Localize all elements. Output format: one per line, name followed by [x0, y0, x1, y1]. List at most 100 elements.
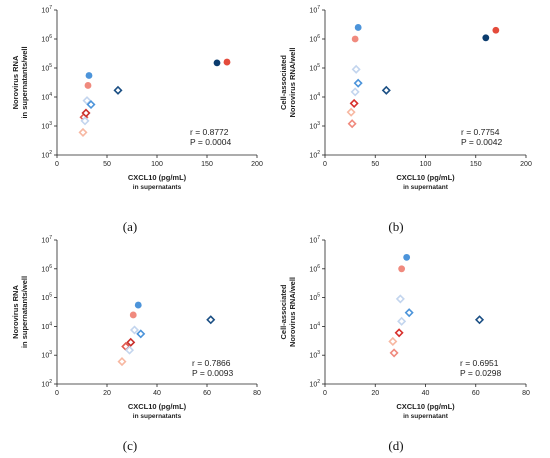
- data-point-diamond: [346, 107, 356, 117]
- y-tick-label: 105: [41, 293, 52, 303]
- data-point-diamond: [350, 87, 360, 97]
- data-point-circle: [223, 58, 231, 66]
- data-point-diamond: [349, 98, 359, 108]
- x-tick-label: 0: [323, 390, 327, 397]
- y-tick-label: 105: [309, 293, 320, 303]
- y-axis-label: Norovirus RNA: [11, 55, 20, 109]
- data-point-diamond: [126, 337, 136, 347]
- data-point-diamond: [395, 294, 405, 304]
- panel-c: 102 103 104 105 106 107 0 20 40 60 80 Norovirus RNA…: [11, 235, 261, 453]
- y-tick-label: 105: [41, 63, 52, 73]
- x-tick-label: 200: [251, 161, 263, 168]
- y-axis-label: Cell-associated: [279, 55, 288, 110]
- data-point-circle: [492, 26, 500, 34]
- stat-p: P = 0.0042: [461, 137, 502, 147]
- y-tick-label: 103: [41, 350, 52, 360]
- x-axis-label: CXCL10 (pg/mL): [396, 402, 455, 411]
- y-tick-label: 103: [309, 121, 320, 131]
- data-point-diamond: [129, 325, 140, 335]
- y-axis-label: in supernatants/well: [20, 276, 29, 348]
- x-axis-sublabel: in supernatants: [133, 184, 182, 191]
- x-tick-label: 150: [470, 161, 482, 168]
- data-point-circle: [403, 253, 411, 261]
- stat-p: P = 0.0004: [190, 137, 231, 147]
- x-axis-sublabel: in supernatant: [403, 184, 449, 191]
- stat-r: r = 0.8772: [190, 127, 229, 137]
- data-point-diamond: [113, 85, 123, 95]
- y-tick-label: 104: [41, 92, 52, 102]
- y-tick-label: 102: [41, 379, 52, 389]
- x-tick-label: 60: [472, 390, 480, 397]
- x-axis-label: CXCL10 (pg/mL): [396, 173, 455, 182]
- data-point-diamond: [80, 116, 90, 126]
- x-tick-label: 50: [371, 161, 379, 168]
- data-point-diamond: [351, 64, 361, 74]
- y-tick-label: 104: [309, 92, 320, 102]
- x-tick-label: 0: [55, 390, 59, 397]
- y-tick-label: 106: [309, 264, 320, 274]
- data-point-diamond: [347, 119, 357, 129]
- stat-p: P = 0.0298: [460, 368, 501, 378]
- panel-d: 102 103 104 105 106 107 0 20 40 60 80 Cell-associat…: [279, 235, 530, 453]
- stat-r: r = 0.7754: [461, 127, 500, 137]
- y-axis-label: Norovirus RNA/well: [288, 47, 297, 117]
- data-point-diamond: [353, 78, 363, 88]
- data-point-circle: [85, 72, 93, 79]
- data-point-circle: [134, 301, 142, 309]
- y-tick-label: 102: [309, 150, 320, 160]
- data-point-circle: [482, 34, 490, 42]
- panel-label: (b): [388, 219, 403, 234]
- data-point-diamond: [117, 357, 127, 367]
- y-axis-label: in supernatants/well: [20, 46, 29, 118]
- data-point-diamond: [381, 85, 391, 95]
- x-tick-label: 200: [520, 161, 532, 168]
- y-tick-label: 102: [41, 150, 52, 160]
- x-axis-label: CXCL10 (pg/mL): [128, 173, 187, 182]
- panel-label: (a): [123, 219, 137, 234]
- y-tick-label: 102: [309, 379, 320, 389]
- data-point-circle: [354, 24, 362, 31]
- y-tick-label: 104: [309, 321, 320, 331]
- data-point-circle: [213, 59, 221, 67]
- data-point-diamond: [206, 315, 216, 325]
- data-point-diamond: [388, 336, 398, 346]
- y-tick-label: 103: [309, 350, 320, 360]
- data-point-diamond: [86, 99, 96, 110]
- x-axis-sublabel: in supernatant: [403, 413, 449, 420]
- x-axis-label: CXCL10 (pg/mL): [128, 402, 187, 411]
- data-point-circle: [129, 311, 137, 319]
- panel-label: (c): [123, 438, 137, 453]
- y-axis-label: Norovirus RNA: [11, 285, 20, 339]
- data-point-diamond: [394, 328, 404, 338]
- data-point-diamond: [78, 127, 88, 137]
- x-tick-label: 100: [420, 161, 432, 168]
- y-tick-label: 106: [309, 34, 320, 44]
- y-axis-label: Cell-associated: [279, 284, 288, 339]
- x-tick-label: 20: [371, 390, 379, 397]
- panel-b: 102 103 104 105 106 107 0 50 100 150 200 Cell-assoc…: [279, 5, 532, 234]
- y-tick-label: 107: [41, 235, 52, 245]
- panel-label: (d): [388, 438, 403, 453]
- y-tick-label: 105: [309, 63, 320, 73]
- y-tick-label: 107: [309, 235, 320, 245]
- x-tick-label: 60: [203, 390, 211, 397]
- x-tick-label: 0: [55, 161, 59, 168]
- x-tick-label: 50: [103, 161, 111, 168]
- x-axis-sublabel: in supernatants: [133, 413, 182, 420]
- x-tick-label: 150: [201, 161, 213, 168]
- x-tick-label: 20: [103, 390, 111, 397]
- x-tick-label: 0: [323, 161, 327, 168]
- y-tick-label: 106: [41, 34, 52, 44]
- x-tick-label: 100: [151, 161, 163, 168]
- data-point-diamond: [136, 329, 146, 339]
- data-point-diamond: [474, 315, 485, 325]
- y-tick-label: 103: [41, 121, 52, 131]
- data-point-circle: [398, 265, 406, 273]
- x-tick-label: 40: [153, 390, 161, 397]
- data-point-circle: [84, 82, 92, 89]
- data-point-diamond: [124, 345, 135, 355]
- data-point-diamond: [81, 108, 91, 118]
- x-tick-label: 40: [422, 390, 430, 397]
- panel-a: 102 103 104 105 106 107 0 50 100 150 200 Norovirus …: [11, 5, 263, 234]
